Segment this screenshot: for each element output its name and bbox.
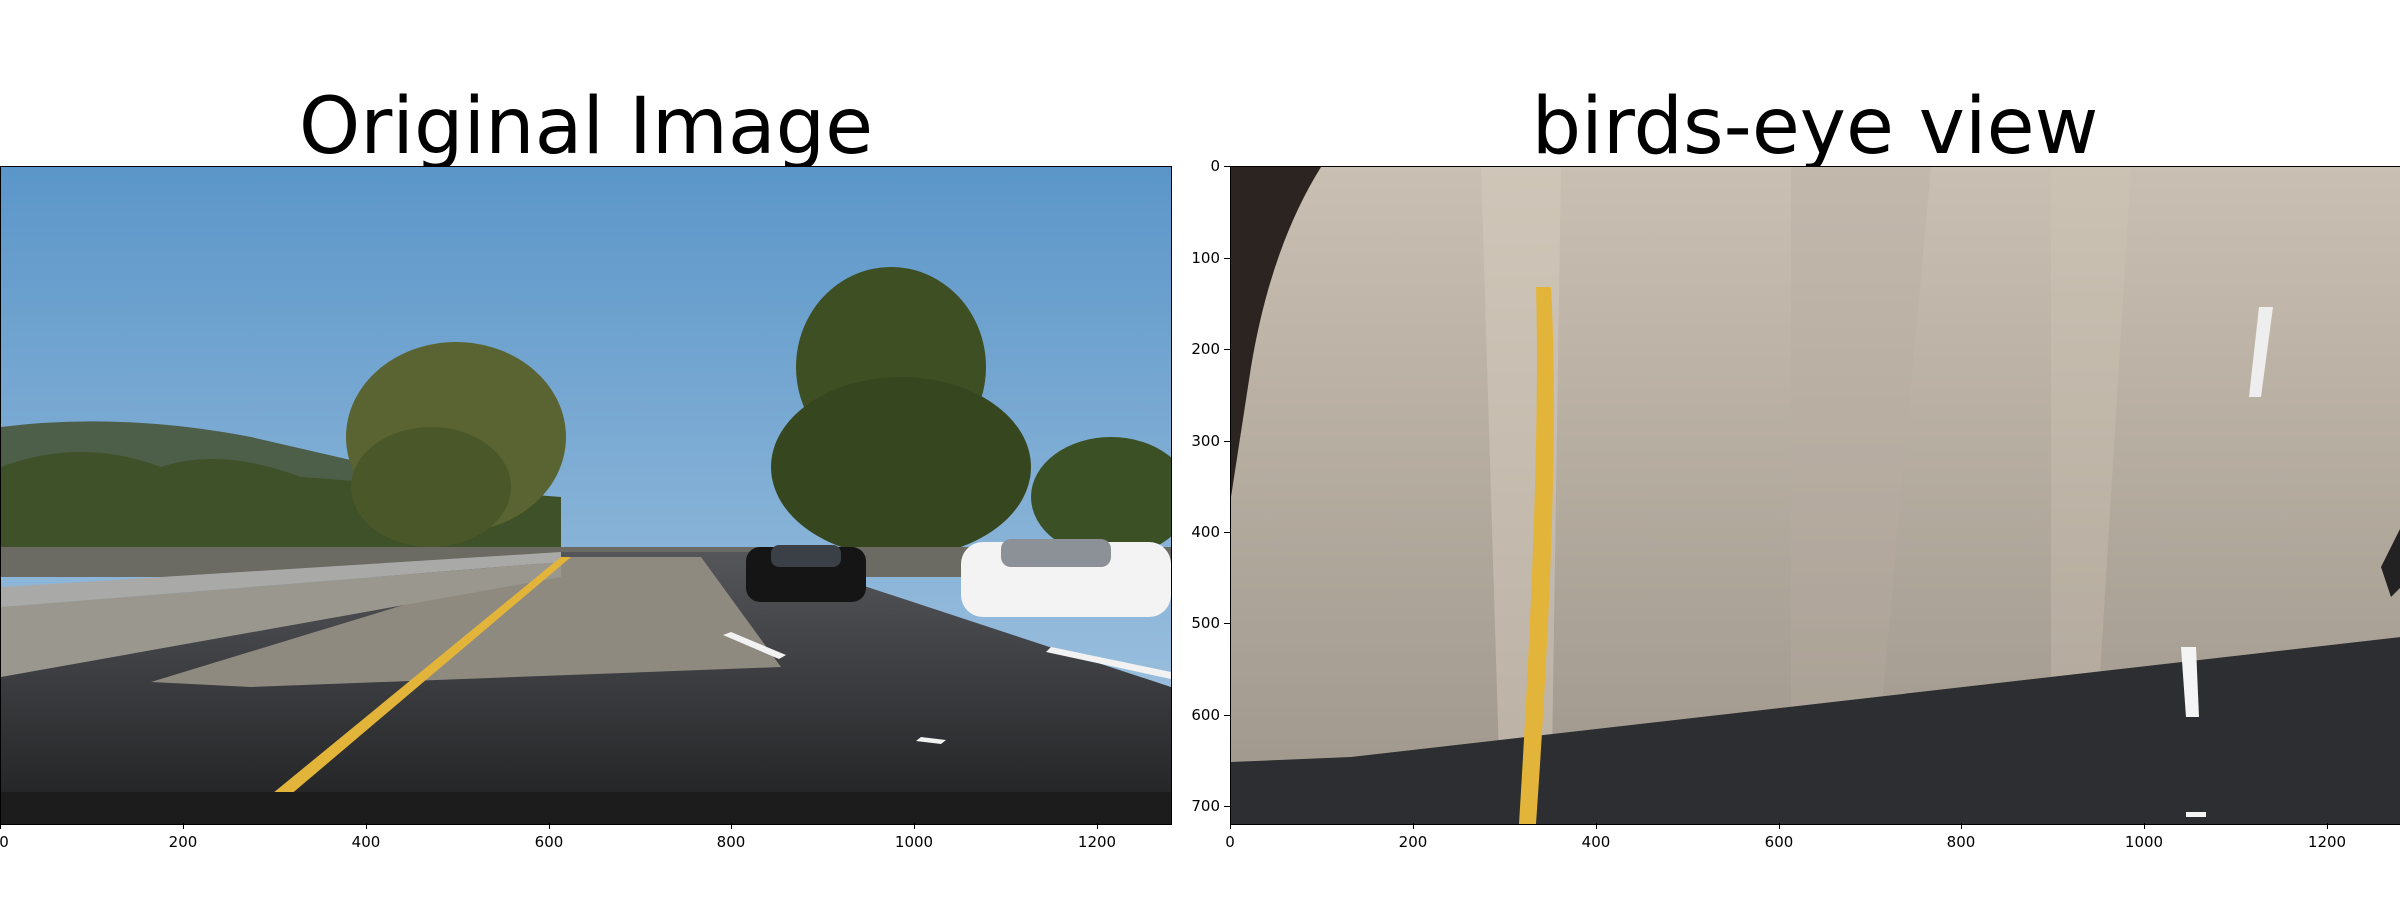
x-tick-label: 800 — [716, 833, 746, 851]
x-tick-mark — [549, 823, 550, 829]
x-tick-label: 1000 — [894, 833, 934, 851]
x-tick-label: 1200 — [2307, 833, 2347, 851]
y-tick-label: 400 — [1191, 523, 1220, 541]
y-tick-mark — [1224, 532, 1230, 533]
x-tick-mark — [0, 823, 1, 829]
y-tick-label: 200 — [1191, 340, 1220, 358]
x-tick-mark — [2144, 823, 2145, 829]
y-tick-label: 0 — [1210, 157, 1220, 175]
y-tick-label: 600 — [1191, 706, 1220, 724]
x-tick-label: 0 — [1225, 833, 1235, 851]
x-tick-label: 400 — [351, 833, 381, 851]
x-tick-mark — [1413, 823, 1414, 829]
x-tick-mark — [1097, 823, 1098, 829]
x-tick-mark — [914, 823, 915, 829]
x-tick-label: 0 — [0, 833, 9, 851]
x-tick-mark — [1779, 823, 1780, 829]
y-tick-label: 100 — [1191, 249, 1220, 267]
x-tick-mark — [1961, 823, 1962, 829]
y-tick-mark — [1224, 623, 1230, 624]
birds-eye-panel — [1230, 166, 2400, 825]
x-tick-label: 1200 — [1077, 833, 1117, 851]
y-tick-label: 500 — [1191, 614, 1220, 632]
x-tick-label: 400 — [1581, 833, 1611, 851]
y-tick-mark — [1224, 806, 1230, 807]
original-road-image — [1, 167, 1171, 824]
y-tick-mark — [1224, 441, 1230, 442]
x-tick-label: 800 — [1946, 833, 1976, 851]
x-tick-label: 1000 — [2124, 833, 2164, 851]
x-tick-mark — [183, 823, 184, 829]
y-tick-mark — [1224, 258, 1230, 259]
x-tick-label: 600 — [534, 833, 564, 851]
y-tick-mark — [1224, 715, 1230, 716]
birds-eye-image — [1231, 167, 2400, 824]
y-tick-mark — [1224, 349, 1230, 350]
x-tick-label: 200 — [1398, 833, 1428, 851]
x-tick-mark — [2327, 823, 2328, 829]
original-image-panel — [0, 166, 1172, 825]
right-panel-title: birds-eye view — [1531, 82, 2099, 172]
y-tick-label: 700 — [1191, 797, 1220, 815]
y-tick-mark — [1224, 166, 1230, 167]
x-tick-mark — [731, 823, 732, 829]
y-tick-label: 300 — [1191, 432, 1220, 450]
x-tick-label: 600 — [1764, 833, 1794, 851]
left-panel-title: Original Image — [298, 82, 874, 172]
x-tick-label: 200 — [168, 833, 198, 851]
x-tick-mark — [366, 823, 367, 829]
x-tick-mark — [1230, 823, 1231, 829]
x-tick-mark — [1596, 823, 1597, 829]
